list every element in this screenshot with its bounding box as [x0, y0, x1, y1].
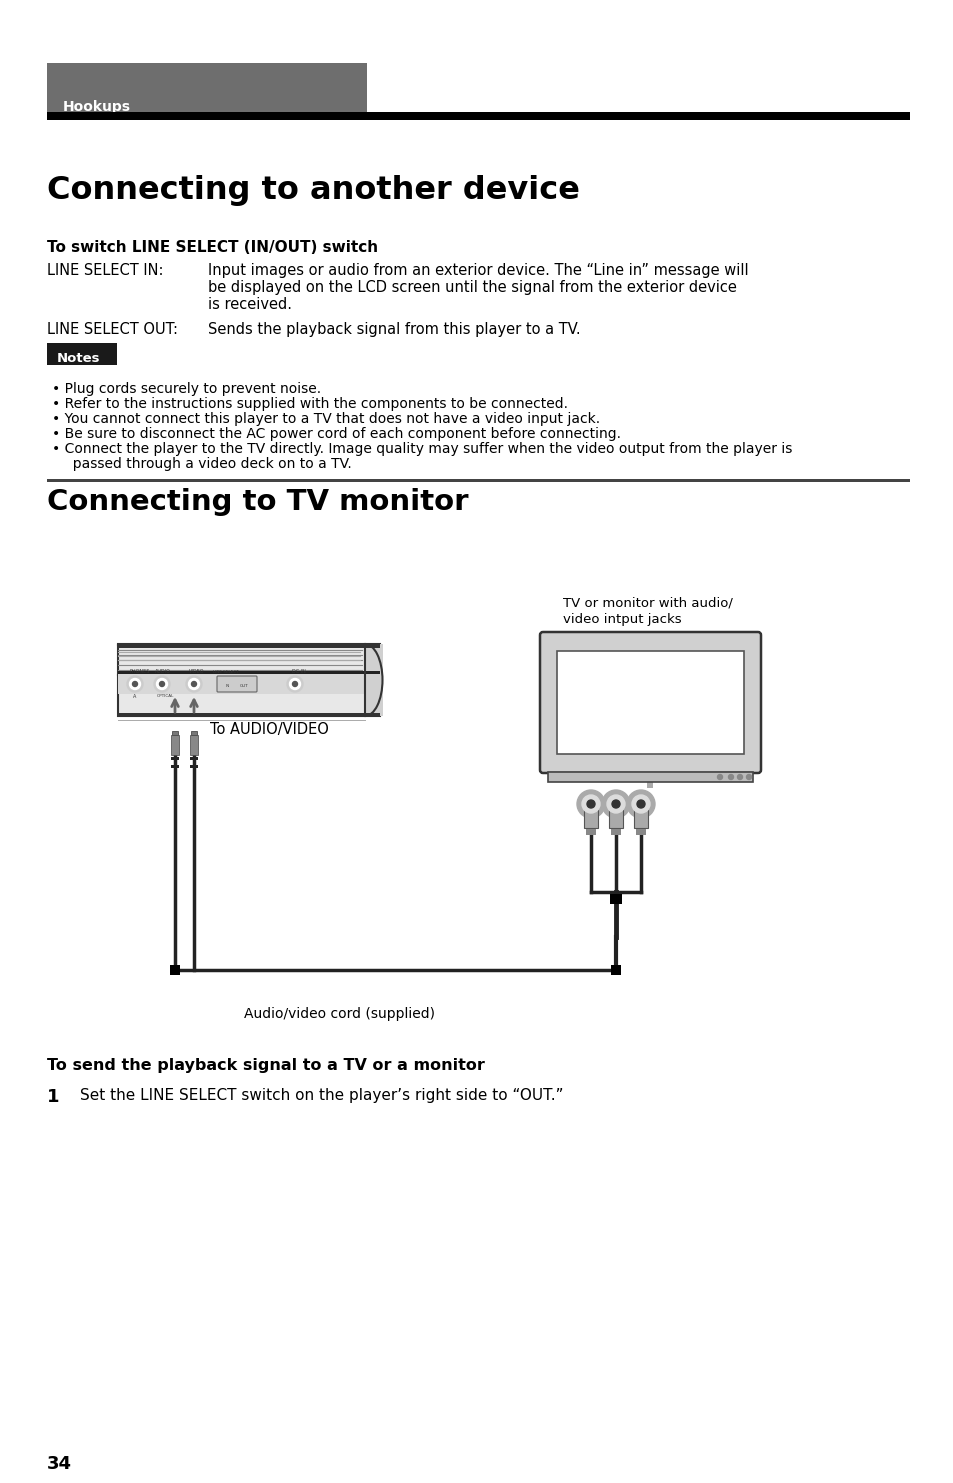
Text: 1: 1: [47, 1089, 59, 1106]
Bar: [118, 673, 379, 694]
Text: To send the playback signal to a TV or a monitor: To send the playback signal to a TV or a…: [47, 1057, 484, 1074]
Text: Connecting to another device: Connecting to another device: [47, 175, 579, 206]
Circle shape: [601, 790, 629, 819]
Bar: [191, 731, 196, 736]
Bar: [190, 756, 198, 759]
Text: Sends the playback signal from this player to a TV.: Sends the playback signal from this play…: [208, 322, 580, 337]
Text: OUT: OUT: [240, 684, 249, 688]
Bar: [585, 829, 596, 835]
Text: video intput jacks: video intput jacks: [562, 612, 680, 626]
Text: DC IN: DC IN: [292, 669, 306, 673]
Text: • You cannot connect this player to a TV that does not have a video input jack.: • You cannot connect this player to a TV…: [52, 412, 599, 426]
Bar: [190, 765, 198, 768]
Circle shape: [132, 682, 137, 687]
Text: LINE SELECT OUT:: LINE SELECT OUT:: [47, 322, 178, 337]
Circle shape: [159, 682, 164, 687]
Circle shape: [631, 795, 649, 813]
Text: IN: IN: [226, 684, 230, 688]
Bar: [646, 782, 652, 787]
Circle shape: [189, 679, 199, 690]
Circle shape: [192, 682, 196, 687]
Bar: [47, 479, 909, 482]
Circle shape: [717, 774, 721, 780]
Circle shape: [586, 799, 595, 808]
Text: Input images or audio from an exterior device. The “Line in” message will: Input images or audio from an exterior d…: [208, 262, 748, 277]
Bar: [47, 343, 117, 365]
Text: LINE SELECT IN:: LINE SELECT IN:: [47, 262, 163, 277]
Circle shape: [612, 799, 619, 808]
Circle shape: [153, 676, 170, 693]
Bar: [171, 765, 179, 768]
Text: • Plug cords securely to prevent noise.: • Plug cords securely to prevent noise.: [52, 383, 321, 396]
Bar: [608, 798, 622, 828]
Text: To switch LINE SELECT (IN/OUT) switch: To switch LINE SELECT (IN/OUT) switch: [47, 240, 377, 255]
Text: A: A: [132, 694, 136, 698]
Text: To AUDIO/VIDEO: To AUDIO/VIDEO: [210, 722, 329, 737]
Text: VIDEO: VIDEO: [189, 669, 204, 673]
Bar: [170, 965, 180, 974]
Text: Set the LINE SELECT switch on the player’s right side to “OUT.”: Set the LINE SELECT switch on the player…: [80, 1089, 563, 1103]
FancyBboxPatch shape: [118, 644, 379, 716]
Bar: [610, 965, 620, 974]
Circle shape: [156, 679, 168, 690]
FancyBboxPatch shape: [539, 632, 760, 773]
Text: PHONES: PHONES: [130, 669, 151, 673]
Bar: [190, 736, 198, 755]
Text: • Connect the player to the TV directly. Image quality may suffer when the video: • Connect the player to the TV directly.…: [52, 442, 792, 455]
Bar: [634, 798, 647, 828]
Circle shape: [577, 790, 604, 819]
Circle shape: [130, 679, 140, 690]
Bar: [557, 651, 743, 753]
Bar: [609, 894, 621, 905]
Bar: [118, 713, 379, 716]
Circle shape: [293, 682, 297, 687]
Bar: [172, 731, 178, 736]
Text: Hookups: Hookups: [63, 99, 131, 114]
Bar: [118, 644, 379, 648]
Bar: [547, 773, 752, 782]
Circle shape: [289, 679, 300, 690]
Circle shape: [581, 795, 599, 813]
Text: • Be sure to disconnect the AC power cord of each component before connecting.: • Be sure to disconnect the AC power cor…: [52, 427, 620, 440]
Circle shape: [626, 790, 655, 819]
Text: Notes: Notes: [57, 351, 100, 365]
Text: OPTICAL: OPTICAL: [157, 694, 174, 698]
Bar: [171, 756, 179, 759]
Circle shape: [186, 676, 202, 693]
Bar: [365, 644, 382, 716]
Bar: [583, 798, 598, 828]
Text: TV or monitor with audio/: TV or monitor with audio/: [562, 598, 732, 610]
Circle shape: [637, 799, 644, 808]
FancyBboxPatch shape: [216, 676, 256, 693]
Bar: [171, 736, 179, 755]
Circle shape: [728, 774, 733, 780]
Text: Audio/video cord (supplied): Audio/video cord (supplied): [244, 1007, 435, 1020]
Bar: [636, 829, 645, 835]
Circle shape: [606, 795, 624, 813]
Bar: [610, 829, 620, 835]
Text: Connecting to TV monitor: Connecting to TV monitor: [47, 488, 468, 516]
Text: LINE SELECT: LINE SELECT: [213, 670, 238, 673]
Circle shape: [745, 774, 751, 780]
Text: 34: 34: [47, 1455, 71, 1473]
Text: AUDIO: AUDIO: [154, 669, 171, 673]
Text: passed through a video deck on to a TV.: passed through a video deck on to a TV.: [64, 457, 352, 472]
Text: is received.: is received.: [208, 297, 292, 311]
Bar: [47, 62, 367, 119]
Text: be displayed on the LCD screen until the signal from the exterior device: be displayed on the LCD screen until the…: [208, 280, 736, 295]
Text: • Refer to the instructions supplied with the components to be connected.: • Refer to the instructions supplied wit…: [52, 397, 567, 411]
Bar: [47, 113, 909, 120]
Circle shape: [737, 774, 741, 780]
Circle shape: [127, 676, 143, 693]
Bar: [118, 670, 379, 673]
Circle shape: [287, 676, 303, 693]
